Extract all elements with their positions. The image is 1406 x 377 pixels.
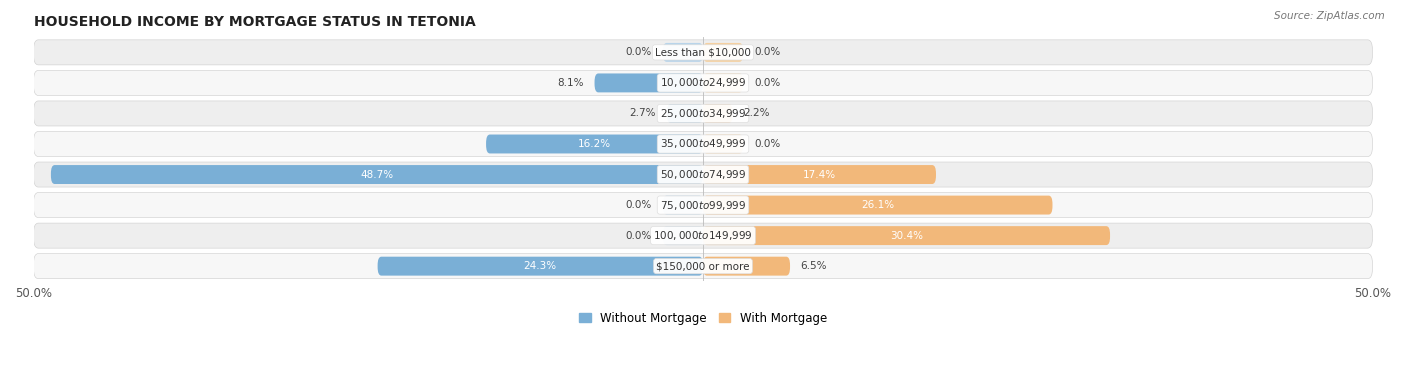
FancyBboxPatch shape (703, 104, 733, 123)
Text: 26.1%: 26.1% (862, 200, 894, 210)
Text: 8.1%: 8.1% (557, 78, 583, 88)
FancyBboxPatch shape (486, 135, 703, 153)
FancyBboxPatch shape (703, 196, 1053, 215)
Text: 0.0%: 0.0% (626, 231, 652, 241)
FancyBboxPatch shape (666, 104, 703, 123)
Text: 0.0%: 0.0% (626, 200, 652, 210)
Text: 24.3%: 24.3% (524, 261, 557, 271)
Text: 30.4%: 30.4% (890, 231, 922, 241)
FancyBboxPatch shape (662, 43, 703, 62)
FancyBboxPatch shape (34, 162, 1372, 187)
FancyBboxPatch shape (662, 196, 703, 215)
Text: $100,000 to $149,999: $100,000 to $149,999 (654, 229, 752, 242)
Text: 0.0%: 0.0% (626, 48, 652, 57)
Text: 48.7%: 48.7% (360, 170, 394, 179)
FancyBboxPatch shape (595, 74, 703, 92)
Text: $75,000 to $99,999: $75,000 to $99,999 (659, 199, 747, 211)
FancyBboxPatch shape (34, 223, 1372, 248)
FancyBboxPatch shape (703, 257, 790, 276)
FancyBboxPatch shape (34, 40, 1372, 65)
Text: $50,000 to $74,999: $50,000 to $74,999 (659, 168, 747, 181)
Text: 0.0%: 0.0% (754, 48, 780, 57)
Text: $35,000 to $49,999: $35,000 to $49,999 (659, 138, 747, 150)
Text: 16.2%: 16.2% (578, 139, 612, 149)
Text: $150,000 or more: $150,000 or more (657, 261, 749, 271)
FancyBboxPatch shape (34, 70, 1372, 95)
Text: 0.0%: 0.0% (754, 78, 780, 88)
Text: 0.0%: 0.0% (754, 139, 780, 149)
Text: $25,000 to $34,999: $25,000 to $34,999 (659, 107, 747, 120)
Text: $10,000 to $24,999: $10,000 to $24,999 (659, 77, 747, 89)
FancyBboxPatch shape (703, 43, 744, 62)
Text: 6.5%: 6.5% (801, 261, 827, 271)
FancyBboxPatch shape (703, 135, 744, 153)
Text: 2.7%: 2.7% (630, 109, 657, 118)
Legend: Without Mortgage, With Mortgage: Without Mortgage, With Mortgage (574, 307, 832, 329)
Text: 17.4%: 17.4% (803, 170, 837, 179)
FancyBboxPatch shape (378, 257, 703, 276)
FancyBboxPatch shape (34, 101, 1372, 126)
FancyBboxPatch shape (703, 226, 1111, 245)
Text: Less than $10,000: Less than $10,000 (655, 48, 751, 57)
FancyBboxPatch shape (703, 74, 744, 92)
FancyBboxPatch shape (34, 193, 1372, 218)
Text: 2.2%: 2.2% (744, 109, 769, 118)
Text: Source: ZipAtlas.com: Source: ZipAtlas.com (1274, 11, 1385, 21)
FancyBboxPatch shape (703, 165, 936, 184)
FancyBboxPatch shape (662, 226, 703, 245)
FancyBboxPatch shape (34, 132, 1372, 156)
Text: HOUSEHOLD INCOME BY MORTGAGE STATUS IN TETONIA: HOUSEHOLD INCOME BY MORTGAGE STATUS IN T… (34, 15, 475, 29)
FancyBboxPatch shape (51, 165, 703, 184)
FancyBboxPatch shape (34, 254, 1372, 279)
